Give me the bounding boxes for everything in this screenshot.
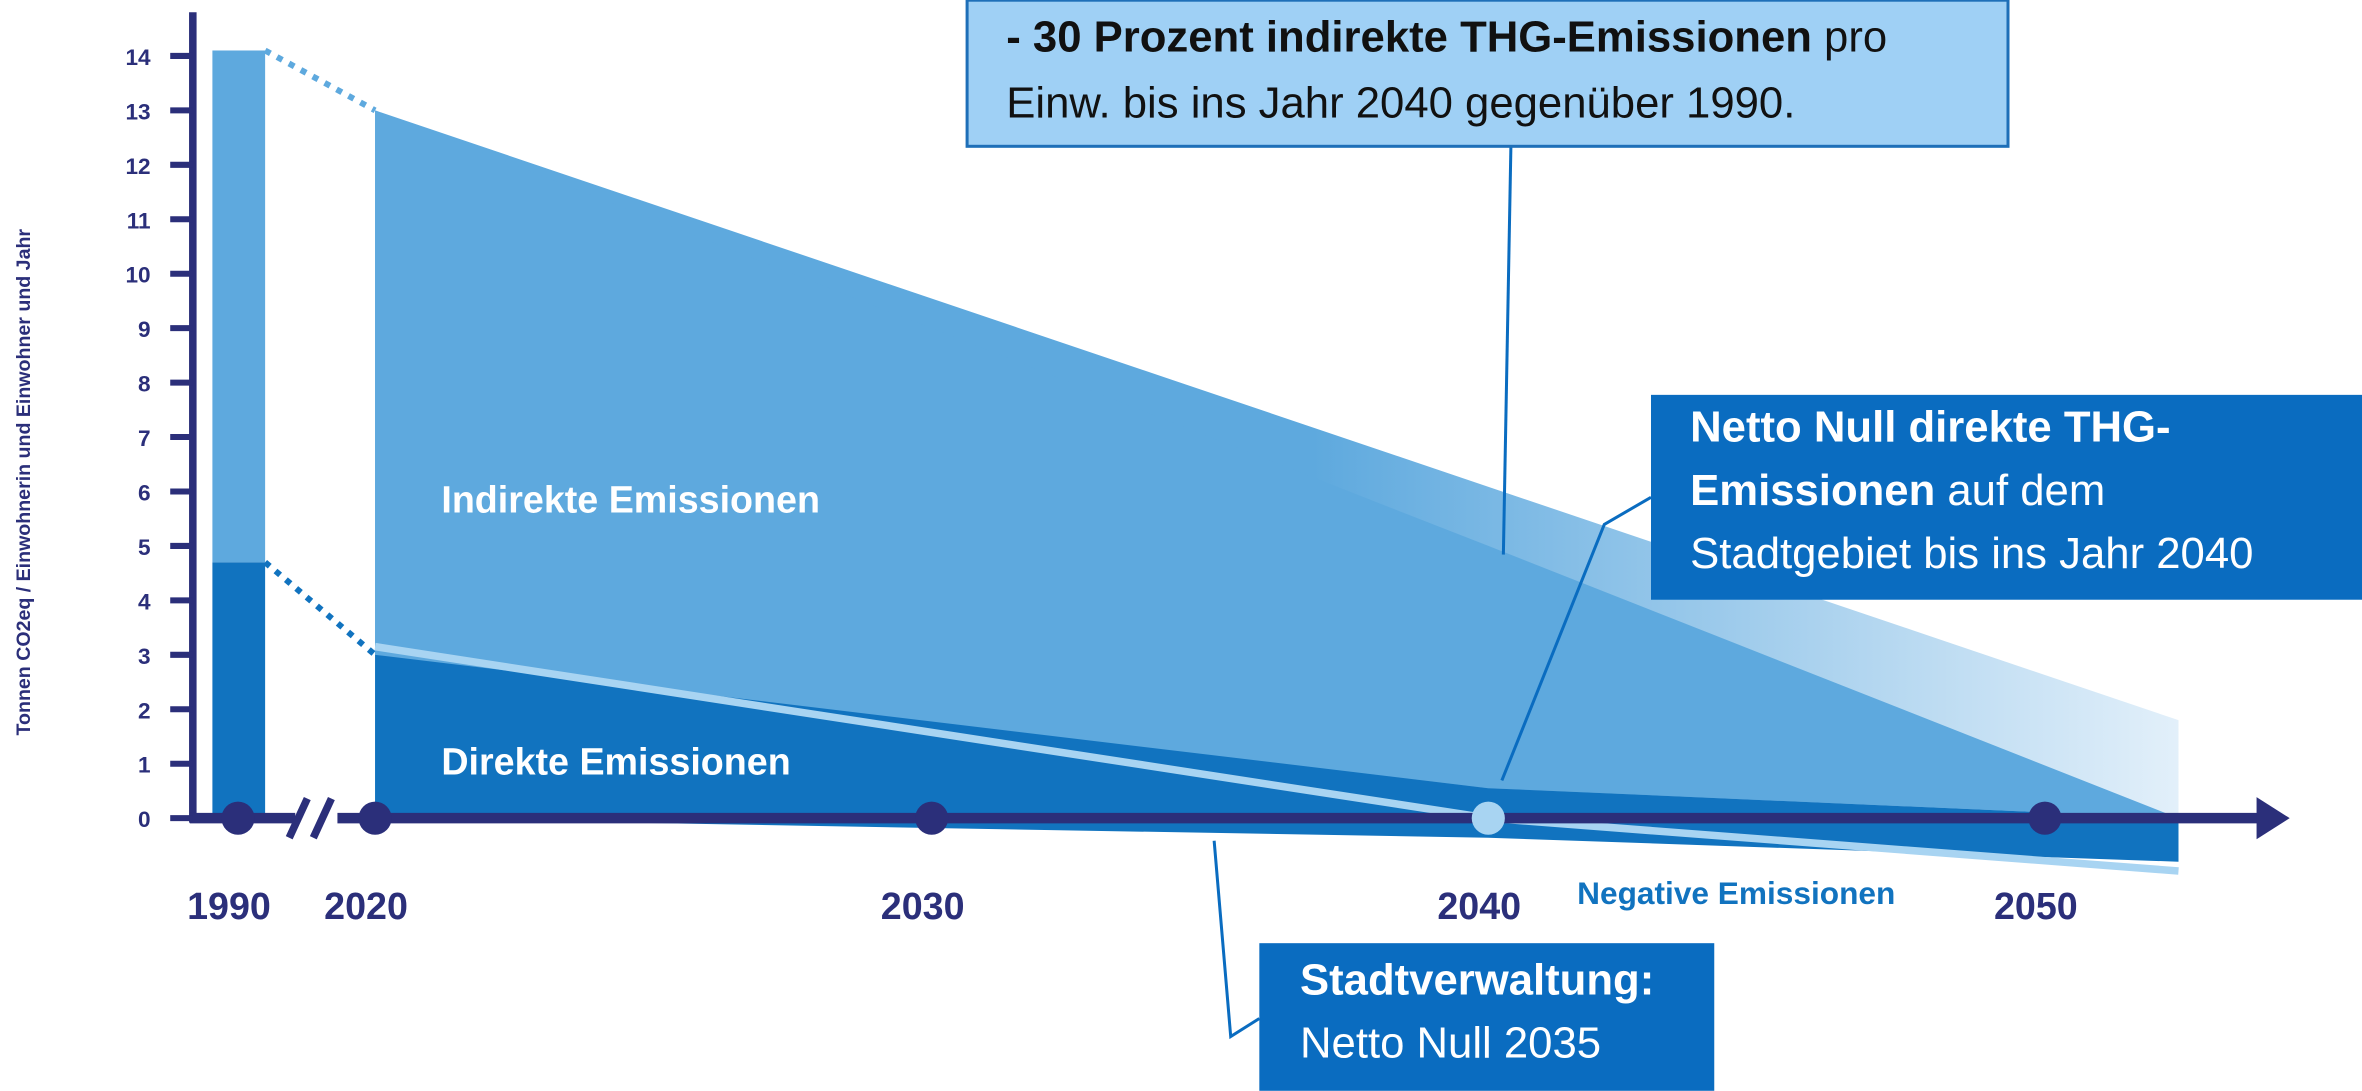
y-tick-label: 8 (138, 372, 151, 397)
leader-line (1212, 840, 1261, 1040)
y-tick-label: 6 (138, 481, 151, 506)
annotation-segment: - 30 Prozent indirekte THG-Emissionen (1006, 12, 1812, 61)
x-tick-dot (2028, 801, 2062, 835)
annotation-segment: Stadtgebiet bis ins Jahr 2040 (1690, 529, 2253, 578)
annotation-box (965, 0, 2010, 148)
y-tick-label: 3 (138, 644, 151, 669)
y-tick-label: 4 (138, 589, 151, 614)
x-axis-arrow (2256, 797, 2290, 840)
annotation-text: Netto Null direkte THG- (1690, 403, 2170, 452)
annotation-box (1259, 943, 1715, 1091)
x-tick-label: 2040 (1437, 885, 1521, 927)
area-label: Indirekte Emissionen (441, 478, 820, 520)
bar-1990-direct (212, 562, 266, 819)
bar-1990-indirect (212, 50, 266, 563)
annotation-text: Emissionen auf dem (1690, 466, 2105, 515)
axis-break (309, 796, 335, 840)
x-tick-dot (358, 801, 392, 835)
area-label: Direkte Emissionen (441, 740, 790, 782)
leader-line (1500, 495, 1652, 782)
y-tick-label: 12 (126, 154, 151, 179)
annotation-text: Netto Null 2035 (1300, 1019, 1601, 1068)
direct-area (375, 654, 2179, 819)
annotation-segment: auf dem (1935, 466, 2105, 515)
x-tick-label: 2050 (1994, 885, 2078, 927)
y-tick-label: 9 (138, 317, 151, 342)
annotation-segment: Netto Null direkte THG- (1690, 403, 2170, 452)
x-tick-dot (221, 801, 255, 835)
leader-line (1501, 146, 1513, 555)
indirect-area (375, 110, 2179, 819)
y-tick-label: 2 (138, 698, 151, 723)
y-tick-label: 11 (127, 208, 151, 233)
y-tick-label: 0 (138, 807, 151, 832)
annotation-segment: Emissionen (1690, 466, 1935, 515)
connector (263, 47, 377, 114)
x-tick-label: 2020 (324, 885, 408, 927)
negative-area (375, 818, 2179, 862)
annotation-segment: Stadtverwaltung: (1300, 955, 1654, 1004)
annotation-segment: Einw. bis ins Jahr 2040 gegenüber 1990. (1006, 79, 1795, 128)
x-tick-label: 1990 (187, 885, 271, 927)
y-tick-label: 1 (138, 753, 151, 778)
y-tick-label: 13 (126, 99, 151, 124)
y-tick-label: 14 (126, 45, 152, 70)
x-tick-dot (1471, 801, 1505, 835)
area-label: Negative Emissionen (1577, 875, 1895, 911)
y-tick-label: 7 (138, 426, 151, 451)
annotation-text: Stadtgebiet bis ins Jahr 2040 (1690, 529, 2253, 578)
annotation-box (1650, 394, 2362, 600)
connector (263, 559, 378, 658)
annotation-text: Stadtverwaltung: (1300, 955, 1654, 1004)
annotation-segment: Netto Null 2035 (1300, 1019, 1601, 1068)
x-tick-dot (915, 801, 949, 835)
y-tick-label: 5 (138, 535, 151, 560)
y-tick-label: 10 (126, 263, 151, 288)
annotation-segment: pro (1812, 12, 1887, 61)
annotation-text: - 30 Prozent indirekte THG-Emissionen pr… (1006, 12, 1887, 61)
axis-break (285, 796, 311, 840)
y-axis-label: Tonnen CO2eq / Einwohnerin und Einwohner… (13, 229, 35, 736)
x-tick-label: 2030 (881, 885, 965, 927)
annotation-text: Einw. bis ins Jahr 2040 gegenüber 1990. (1006, 79, 1795, 128)
